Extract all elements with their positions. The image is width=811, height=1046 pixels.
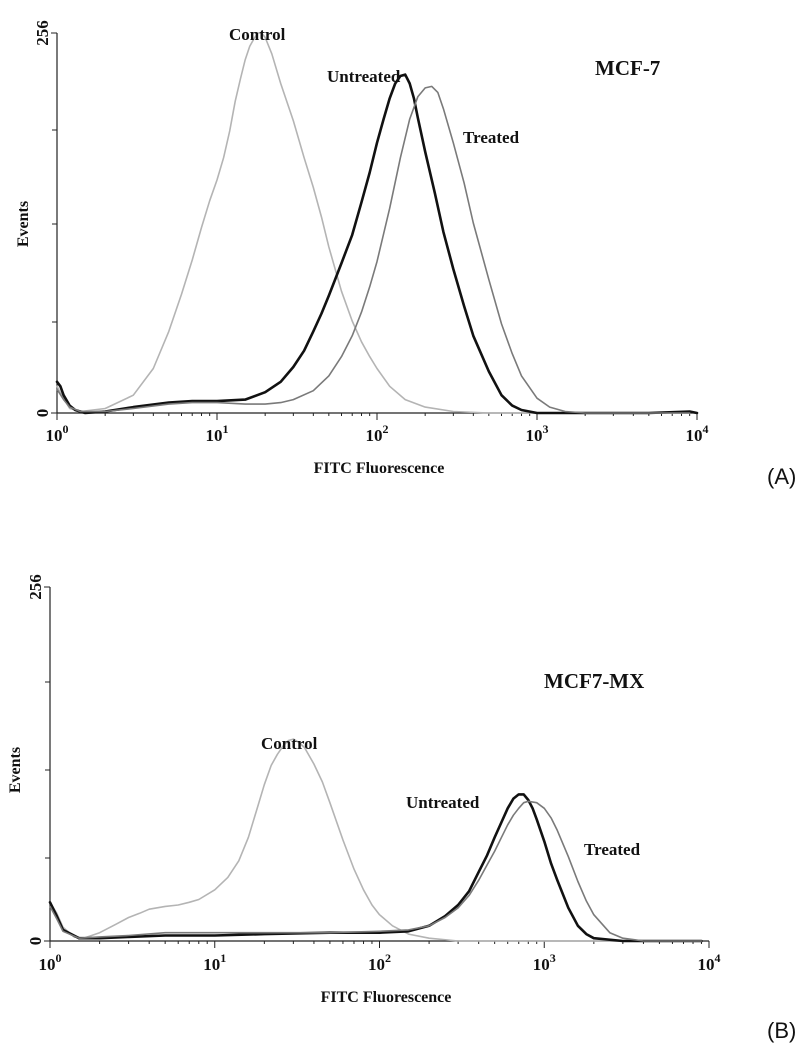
x-axis-title: FITC Fluorescence [314, 460, 445, 477]
x-tick-label: 100 [39, 951, 62, 974]
series-label-untreated: Untreated [406, 793, 480, 812]
chart-title: MCF7-MX [544, 669, 644, 693]
panel-label: (A) [767, 464, 796, 489]
panel-label: (B) [767, 1018, 796, 1043]
series-label-treated: Treated [584, 840, 641, 859]
x-axis-title: FITC Fluorescence [321, 989, 452, 1006]
series-line-treated [56, 85, 691, 414]
x-tick-label: 102 [368, 951, 391, 974]
series-label-control: Control [229, 25, 286, 44]
panel-b: 0 256 100 101 102 103 104 Events FITC Fluorescen… [7, 574, 796, 1043]
y-axis-title: Events [7, 747, 24, 793]
y-axis-title: Events [15, 201, 32, 247]
x-tick-label: 100 [46, 422, 69, 445]
series-label-treated: Treated [463, 128, 520, 147]
x-tick-label: 101 [206, 422, 229, 445]
y-tick-label: 256 [33, 20, 52, 46]
series-line-control [49, 738, 703, 942]
series-line-treated [49, 800, 703, 942]
chart-title: MCF-7 [595, 56, 660, 80]
y-tick-label: 0 [33, 409, 52, 418]
x-tick-label: 103 [533, 951, 556, 974]
series-label-control: Control [261, 734, 318, 753]
panel-a: 0 256 100 101 102 103 104 Events FITC Fluorescen… [15, 20, 796, 489]
x-tick-label: 101 [203, 951, 226, 974]
series-label-untreated: Untreated [327, 67, 401, 86]
x-tick-label: 104 [686, 422, 709, 445]
series-line-untreated [55, 73, 699, 415]
y-tick-label: 256 [26, 574, 45, 600]
x-tick-label: 104 [698, 951, 721, 974]
series-line-control [56, 32, 691, 414]
x-tick-label: 103 [526, 422, 549, 445]
series-line-untreated [48, 793, 703, 943]
y-tick-label: 0 [26, 937, 45, 946]
x-tick-label: 102 [366, 422, 389, 445]
